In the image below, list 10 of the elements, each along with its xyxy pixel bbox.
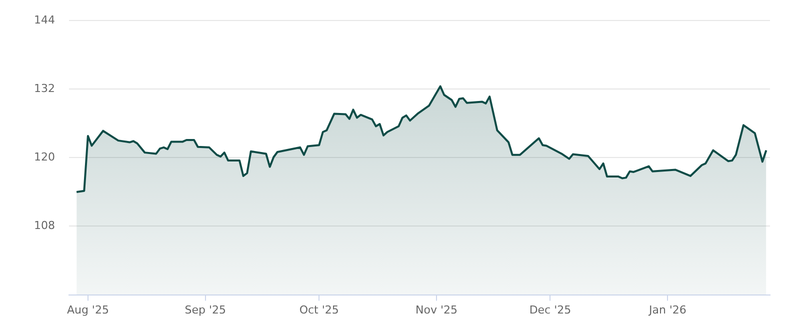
x-tick-label: Oct '25 — [299, 303, 339, 316]
x-tick-label: Nov '25 — [416, 303, 458, 316]
x-tick-label: Jan '26 — [648, 303, 686, 316]
y-tick-label: 120 — [34, 150, 55, 164]
x-tick-label: Aug '25 — [66, 303, 109, 316]
x-tick-label: Dec '25 — [529, 303, 572, 316]
y-tick-label: 132 — [34, 82, 55, 96]
y-tick-label: 108 — [34, 219, 55, 232]
y-tick-label: 144 — [34, 13, 55, 26]
x-tick-label: Sep '25 — [184, 303, 226, 316]
